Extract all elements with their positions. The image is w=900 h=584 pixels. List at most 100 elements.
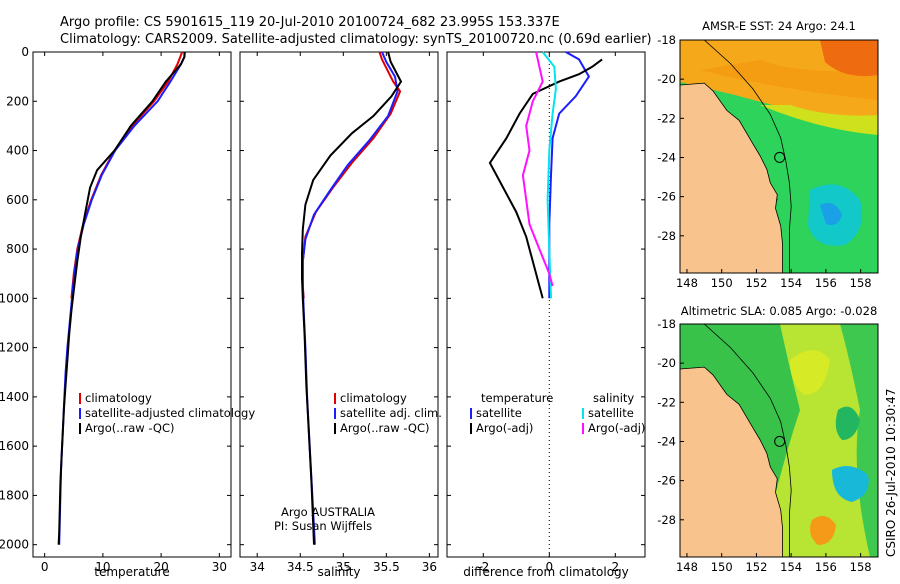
- x-tick-label: 30: [212, 560, 227, 574]
- map-y-tick-label: -24: [657, 434, 676, 448]
- plot-frame: [446, 51, 646, 558]
- x-tick-label: 35: [336, 560, 351, 574]
- sst-orange-band: [700, 60, 878, 100]
- series-line-temperature-argo-adj-: [488, 58, 603, 299]
- legend-group-title: salinity: [593, 391, 634, 405]
- argo-float-marker: [774, 435, 786, 447]
- sla-cyan-eddy: [832, 466, 869, 502]
- map-land-layer: [680, 324, 792, 557]
- series-line-salinity-satellite: [541, 51, 557, 299]
- y-tick-label: 2000: [0, 538, 29, 552]
- legend-entry: Argo(..raw -QC): [85, 421, 175, 435]
- map-y-tick-label: -24: [657, 150, 676, 164]
- map-frame: [679, 39, 879, 274]
- map-x-tick-label: 150: [711, 276, 733, 290]
- map-x-tick-label: 156: [815, 276, 837, 290]
- map-y-tick-label: -22: [657, 395, 676, 409]
- legend-entry: Argo(-adj): [588, 421, 645, 435]
- y-tick-label: 1200: [0, 341, 29, 355]
- temperature-profile-panel: 0 200 400 600 800 1000 1200 1400 1600 1800 2000 0 10…: [0, 45, 255, 579]
- attribution-line2: PI: Susan Wijffels: [274, 519, 372, 533]
- x-tick-label: 35.5: [373, 560, 400, 574]
- argo-float-marker: [774, 151, 786, 163]
- map-y-tick-label: -18: [657, 317, 676, 331]
- x-tick-label: 10: [95, 560, 110, 574]
- sst-blue-patch: [820, 202, 842, 225]
- map-y-tick-label: -26: [657, 474, 676, 488]
- plot-frame: [32, 51, 232, 558]
- map-x-tick-label: 156: [815, 560, 837, 574]
- map-x-tick-label: 152: [745, 276, 767, 290]
- map-y-tick-label: -20: [657, 72, 676, 86]
- map-x-tick-label: 148: [676, 276, 698, 290]
- figure-title-line1: Argo profile: CS 5901615_119 20-Jul-2010…: [60, 15, 560, 30]
- y-tick-label: 600: [6, 193, 29, 207]
- x-axis-label: salinity: [317, 565, 360, 579]
- map-x-tick-label: 154: [780, 276, 802, 290]
- legend-group-title: temperature: [481, 391, 553, 405]
- x-axis-label: difference from climatology: [463, 565, 629, 579]
- map-x-tick-label: 158: [850, 276, 872, 290]
- sst-hot-spot: [820, 40, 878, 77]
- legend-entry: satellite: [476, 406, 522, 420]
- x-tick-label: 36: [422, 560, 437, 574]
- sla-eddy-north: [835, 406, 860, 440]
- legend-entry: climatology: [85, 391, 152, 405]
- map-x-tick-label: 158: [850, 560, 872, 574]
- shelf-contour: [704, 40, 792, 273]
- y-tick-label: 200: [6, 94, 29, 108]
- x-axis-label: temperature: [94, 565, 169, 579]
- legend-entry: Argo(..raw -QC): [340, 421, 430, 435]
- csiro-timestamp-label: CSIRO 26-Jul-2010 10:30:47: [884, 389, 898, 557]
- attribution-line1: Argo AUSTRALIA: [281, 505, 375, 519]
- x-tick-label: 2: [611, 560, 619, 574]
- y-tick-label: 400: [6, 144, 29, 158]
- map-y-tick-label: -26: [657, 190, 676, 204]
- series-line-salinity-argo-adj-: [521, 51, 554, 287]
- map-y-tick-label: -18: [657, 33, 676, 47]
- figure-title-line2: Climatology: CARS2009. Satellite-adjuste…: [60, 32, 652, 47]
- x-tick-label: 34.5: [287, 560, 314, 574]
- series-line-argo-raw-qc-: [57, 52, 186, 545]
- map-x-tick-label: 148: [676, 560, 698, 574]
- legend-entry: satellite-adjusted climatology: [85, 406, 255, 420]
- y-tick-label: 800: [6, 242, 29, 256]
- x-tick-label: 0: [545, 560, 553, 574]
- land-mass: [680, 366, 783, 557]
- sst-yellow-band: [760, 105, 878, 135]
- map-x-tick-label: 150: [711, 560, 733, 574]
- map-x-tick-label: 152: [745, 560, 767, 574]
- map-frame: [679, 323, 879, 558]
- sla-map-title: Altimetric SLA: 0.085 Argo: -0.028: [681, 304, 878, 318]
- x-tick-label: -2: [477, 560, 489, 574]
- legend-entry: satellite adj. clim.: [340, 406, 442, 420]
- shelf-contour: [704, 324, 792, 557]
- salinity-profile-panel: 34 34.5 35 35.5 36 salinity climatologysatelli…: [239, 51, 442, 579]
- legend-entry: climatology: [340, 391, 407, 405]
- x-tick-label: 0: [41, 560, 49, 574]
- map-x-tick-label: 154: [780, 560, 802, 574]
- sla-orange-spot: [810, 516, 836, 545]
- y-tick-label: 1000: [0, 291, 29, 305]
- map-y-tick-label: -28: [657, 229, 676, 243]
- series-line-argo-raw-qc-: [301, 51, 403, 545]
- map-overlays: 148 150 152 154 156 158 -18 -20 -22 -24 -26 -28 148 1…: [657, 33, 879, 574]
- sst-map-title: AMSR-E SST: 24 Argo: 24.1: [702, 19, 856, 33]
- map-y-tick-label: -28: [657, 513, 676, 527]
- series-line-satellite-adj-clim-: [301, 51, 399, 545]
- legend-entry: Argo(-adj): [476, 421, 533, 435]
- sla-yellow-area: [790, 350, 830, 395]
- x-tick-label: 34: [250, 560, 265, 574]
- y-tick-label: 1800: [0, 488, 29, 502]
- sla-green-east: [840, 324, 878, 557]
- y-tick-label: 0: [21, 45, 29, 59]
- legend-entry: satellite: [588, 406, 634, 420]
- map-y-tick-label: -20: [657, 356, 676, 370]
- map-land-layer: [680, 40, 792, 273]
- plot-frame: [239, 51, 439, 558]
- x-tick-label: 20: [153, 560, 168, 574]
- map-y-tick-label: -22: [657, 111, 676, 125]
